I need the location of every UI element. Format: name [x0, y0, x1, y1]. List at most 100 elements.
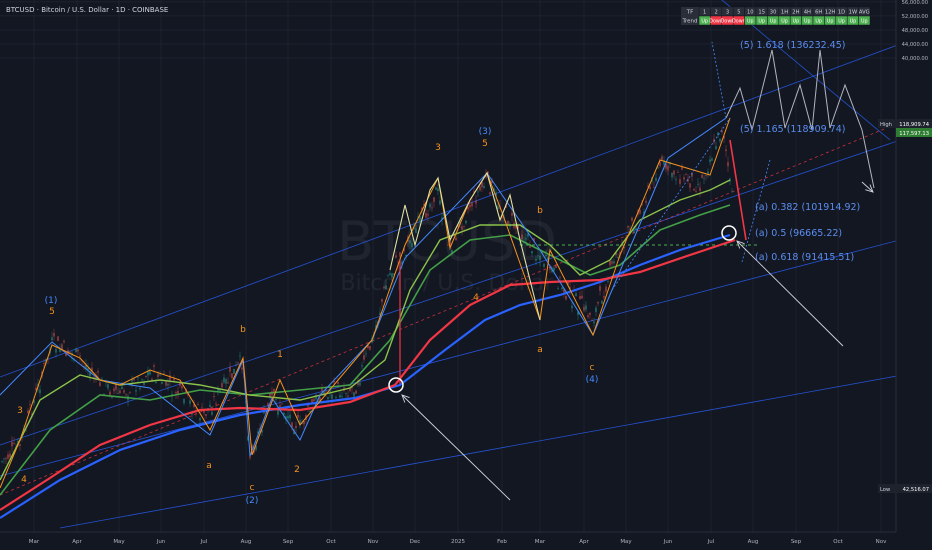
candle-body [119, 390, 121, 394]
candle-body [595, 307, 597, 313]
candle-body [521, 234, 523, 240]
time-tick-label: Nov [368, 539, 379, 545]
candle-body [319, 397, 321, 402]
candle-body [189, 400, 191, 404]
candle-body [345, 392, 347, 394]
high-badge-bg [896, 119, 932, 128]
candle-body [327, 397, 329, 400]
wave-label-orange: b [240, 325, 246, 335]
candle-body [75, 348, 77, 353]
candle-body [385, 285, 387, 290]
candle-body [153, 365, 155, 367]
candle-body [279, 405, 281, 409]
candle-body [19, 444, 21, 446]
candle-body [273, 388, 275, 393]
trend-tf-value: 15 [758, 10, 765, 16]
candle-body [687, 178, 689, 182]
arrow-to-jul-circle [736, 240, 844, 347]
candle-body [615, 251, 617, 256]
candle-body [683, 177, 685, 180]
candle-body [693, 188, 695, 191]
wave-label-orange: 1 [277, 350, 283, 360]
candle-body [559, 277, 561, 279]
candle-body [525, 237, 527, 240]
candle-body [393, 273, 395, 275]
low-badge-bg [896, 484, 932, 493]
candle-body [215, 403, 217, 405]
candle-body [623, 246, 625, 249]
wave-projection-grey [725, 49, 875, 189]
projection-dotted-blue [741, 159, 771, 263]
arrow-to-jul-circle-head [736, 240, 745, 249]
circle-marker-nov [388, 377, 404, 393]
candle-body [131, 379, 133, 382]
candle-body [99, 382, 101, 386]
candle-body [715, 146, 717, 150]
candle-body [5, 458, 7, 460]
candle-body [633, 230, 635, 233]
wave-label-orange: 4 [473, 293, 479, 303]
candle-body [483, 186, 485, 189]
trend-table-trend-label: Trend [681, 19, 697, 25]
candle-body [213, 395, 215, 398]
target-label: (a) 0.5 (96665.22) [755, 228, 842, 239]
candle-body [511, 212, 513, 216]
time-tick-label: Sep [283, 539, 294, 545]
candle-body [379, 312, 381, 315]
candle-body [401, 261, 403, 265]
candle-body [165, 381, 167, 386]
price-axis[interactable]: 40,000.00 44,000.00 48,000.00 52,000.00 56,0… [878, 0, 932, 550]
time-axis[interactable]: Mar Apr May Jun Jul Aug Sep Oct Nov Dec 2025 Feb Mar… [0, 531, 896, 545]
candle-body [701, 174, 703, 178]
candle-body [175, 391, 177, 394]
price-tick-label: 48,000.00 [902, 28, 928, 34]
price-tick-label: 44,000.00 [902, 42, 928, 48]
candle-body [629, 228, 631, 230]
time-tick-label: Aug [748, 539, 759, 545]
candle-body [557, 288, 559, 290]
ma-100-red [0, 238, 736, 511]
candle-body [549, 266, 551, 270]
candle-body [95, 377, 97, 379]
candle-body [667, 165, 669, 171]
target-label: (a) 0.382 (101914.92) [755, 202, 860, 213]
candle-body [679, 179, 681, 184]
candle-body [413, 228, 415, 230]
candle-body [3, 458, 5, 460]
candle-body [675, 179, 677, 181]
time-tick-label: Apr [579, 539, 589, 545]
candle-body [335, 397, 337, 399]
candle-body [237, 362, 239, 364]
candle-body [517, 225, 519, 230]
trend-value: Down [732, 19, 746, 25]
candle-body [481, 182, 483, 188]
trend-value: Up [793, 19, 800, 25]
candle-body [179, 383, 181, 386]
candle-body [567, 282, 569, 286]
candle-body [149, 371, 151, 375]
candle-body [473, 191, 475, 193]
candle-body [429, 203, 431, 208]
ma-200-blue [0, 233, 731, 519]
candle-body [147, 371, 149, 376]
candle-body [579, 295, 581, 300]
candle-body [351, 387, 353, 389]
candle-body [323, 391, 325, 396]
candle-body [33, 399, 35, 404]
price-axis-bg [896, 0, 932, 550]
candle-body [143, 382, 145, 385]
candle-body [269, 393, 271, 397]
candle-body [427, 214, 429, 216]
candle-body [447, 244, 449, 246]
candle-body [539, 255, 541, 261]
candle-body [59, 348, 61, 352]
candle-body [125, 394, 127, 396]
candle-body [61, 344, 63, 349]
candle-body [85, 364, 87, 370]
arrow-projection-down-head [865, 184, 874, 193]
candle-body [677, 172, 679, 173]
candle-body [219, 389, 221, 391]
candle-body [225, 379, 227, 384]
candle-body [65, 352, 67, 357]
